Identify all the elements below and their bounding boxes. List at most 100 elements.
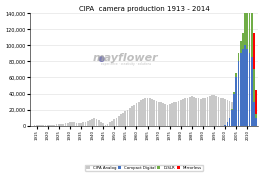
Bar xyxy=(118,116,120,126)
Bar xyxy=(182,99,184,126)
Bar xyxy=(151,99,153,126)
Bar xyxy=(211,95,213,126)
Bar xyxy=(167,105,168,126)
Bar xyxy=(147,98,148,126)
Bar xyxy=(82,122,84,126)
Bar xyxy=(100,122,102,126)
Bar xyxy=(60,124,62,126)
Bar xyxy=(238,104,239,126)
Bar xyxy=(189,97,191,126)
Bar xyxy=(62,124,64,126)
Bar xyxy=(224,125,226,126)
Bar xyxy=(184,98,186,126)
Bar xyxy=(155,101,157,126)
Bar xyxy=(209,96,210,126)
Bar xyxy=(127,110,129,126)
Bar xyxy=(229,101,230,126)
Bar xyxy=(238,62,239,126)
Bar xyxy=(102,123,104,126)
Bar xyxy=(144,98,146,126)
Bar xyxy=(202,98,204,126)
Bar xyxy=(43,125,44,126)
Bar xyxy=(142,99,144,126)
Bar xyxy=(240,53,242,126)
Text: experience · creativity · solutions: experience · creativity · solutions xyxy=(101,62,151,66)
Bar xyxy=(98,120,100,126)
Bar xyxy=(116,118,117,126)
Bar xyxy=(215,96,217,126)
Bar xyxy=(255,114,257,118)
Bar xyxy=(195,98,197,126)
Bar xyxy=(153,100,155,126)
Bar xyxy=(253,33,255,70)
Bar xyxy=(227,100,228,126)
Bar xyxy=(109,122,111,126)
Bar xyxy=(78,123,80,126)
Legend: CIPA Analog, Compact Digital, D-SLR, Mirrorless: CIPA Analog, Compact Digital, D-SLR, Mir… xyxy=(85,164,203,171)
Bar xyxy=(129,108,131,126)
Bar xyxy=(247,125,248,126)
Bar xyxy=(238,53,239,62)
Bar xyxy=(242,49,244,126)
Bar xyxy=(231,102,233,126)
Bar xyxy=(96,119,97,126)
Bar xyxy=(178,101,180,126)
Bar xyxy=(87,121,88,126)
Bar xyxy=(244,124,246,126)
Bar xyxy=(135,103,137,126)
Bar xyxy=(233,94,235,126)
Bar xyxy=(49,125,51,126)
Bar xyxy=(233,92,235,94)
Bar xyxy=(111,121,113,126)
Bar xyxy=(140,100,142,126)
Bar xyxy=(65,123,66,126)
Bar xyxy=(206,97,208,126)
Bar xyxy=(93,118,95,126)
Bar xyxy=(138,102,140,126)
Bar xyxy=(240,118,242,126)
Bar xyxy=(233,102,235,126)
Bar xyxy=(249,0,251,53)
Bar xyxy=(176,102,177,126)
Bar xyxy=(204,98,206,126)
Bar xyxy=(187,98,188,126)
Bar xyxy=(218,97,219,126)
Bar xyxy=(107,124,109,126)
Bar xyxy=(113,119,115,126)
Bar xyxy=(231,110,233,126)
Bar xyxy=(242,122,244,126)
Bar xyxy=(47,125,49,126)
Bar xyxy=(54,125,55,126)
Bar xyxy=(36,125,37,126)
Bar xyxy=(162,103,164,126)
Bar xyxy=(231,109,233,110)
Bar xyxy=(120,114,122,126)
Bar xyxy=(253,102,255,126)
Bar xyxy=(105,125,106,126)
Bar xyxy=(133,105,135,126)
Text: ●: ● xyxy=(97,54,105,63)
Bar xyxy=(158,102,159,126)
Bar xyxy=(229,118,230,126)
Bar xyxy=(67,123,69,126)
Bar xyxy=(80,123,82,126)
Bar xyxy=(200,99,202,126)
Bar xyxy=(249,53,251,126)
Bar xyxy=(251,0,253,57)
Bar xyxy=(71,122,73,126)
Bar xyxy=(235,78,237,126)
Bar xyxy=(131,106,133,126)
Bar xyxy=(124,111,126,126)
Bar xyxy=(255,90,257,114)
Bar xyxy=(220,98,221,126)
Bar xyxy=(89,120,91,126)
Bar xyxy=(76,123,77,126)
Bar xyxy=(227,122,228,126)
Bar xyxy=(253,70,255,102)
Bar xyxy=(45,125,46,126)
Bar xyxy=(84,122,86,126)
Bar xyxy=(180,100,182,126)
Bar xyxy=(235,103,237,126)
Bar xyxy=(191,96,193,126)
Bar xyxy=(235,74,237,78)
